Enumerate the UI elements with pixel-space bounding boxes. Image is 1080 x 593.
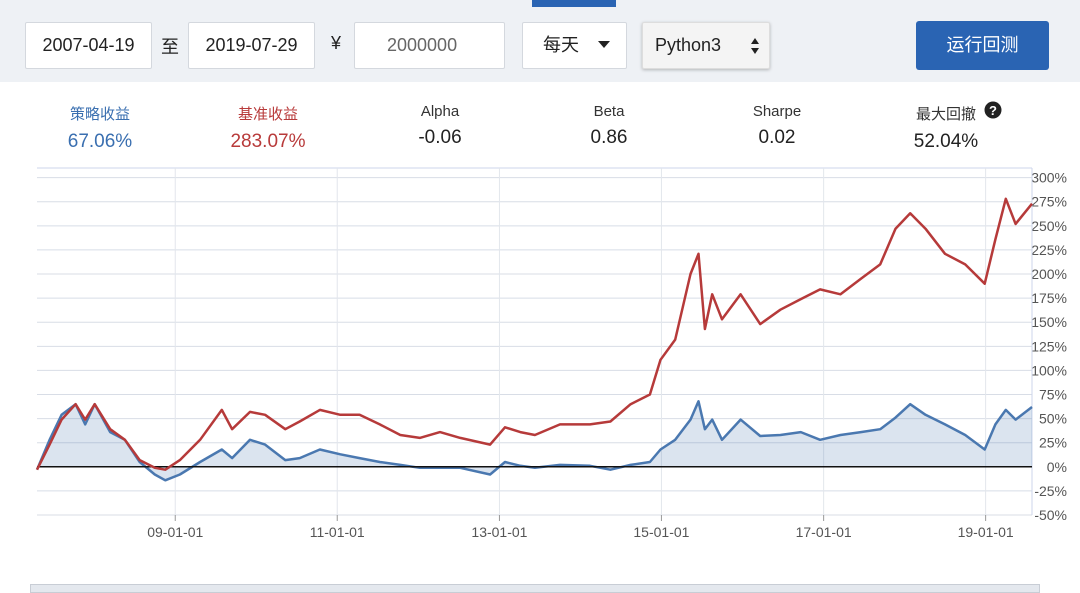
stat: 最大回撤 52.04%? (866, 101, 1026, 153)
series-line (35, 400, 1033, 482)
stat-label: Alpha (420, 103, 460, 120)
x-tick-label: 13-01-01 (471, 524, 527, 540)
y-tick-label: -50% (1034, 507, 1067, 523)
x-tick-label: 15-01-01 (633, 524, 689, 540)
stat-label: Beta (593, 103, 625, 120)
series-line (35, 197, 1033, 471)
y-tick-label: 0% (1047, 459, 1067, 475)
y-tick-label: 200% (1031, 266, 1067, 282)
svg-text:?: ? (989, 103, 997, 118)
stat-value: -0.06 (418, 127, 462, 148)
dropdown-arrow (598, 41, 610, 48)
stat: Beta 0.86 (529, 103, 689, 149)
y-tick-label: 50% (1039, 411, 1067, 427)
stat: 基准收益 283.07% (188, 103, 348, 153)
run-button[interactable]: 运行回测 (916, 21, 1049, 70)
to-label: 至 (161, 37, 179, 57)
end-date-input[interactable]: 2019-07-29 (188, 22, 315, 69)
chart: -50% -25% 0% 25% 50% 75% 100% 125% 150% 175% 200% 2… (35, 167, 1067, 540)
frequency-text: 每天 (543, 35, 579, 55)
stat-label: 基准收益 (237, 106, 298, 123)
stat-value: 0.02 (758, 127, 796, 148)
stat-value: 52.04% (913, 131, 979, 152)
stat: Alpha -0.06 (360, 103, 520, 149)
x-tick-label: 19-01-01 (958, 524, 1014, 540)
stat-label: 最大回撤 (915, 106, 976, 123)
capital-input[interactable]: 2000000 (354, 22, 505, 69)
stat-value: 0.86 (590, 127, 628, 148)
active-tab (532, 0, 616, 7)
toolbar: 2007-04-19 至 2019-07-29 ¥ 2000000 每天 Pyt… (0, 0, 1080, 82)
start-date-input[interactable]: 2007-04-19 (25, 22, 152, 69)
y-tick-label: 150% (1031, 314, 1067, 330)
stat-value: 67.06% (67, 131, 133, 152)
currency-label: ¥ (331, 33, 342, 53)
stat-label: 策略收益 (69, 106, 130, 123)
help-icon[interactable]: ? (984, 101, 1002, 119)
x-tick-label: 17-01-01 (796, 524, 852, 540)
y-tick-label: 225% (1031, 242, 1067, 258)
navigator-scrollbar[interactable] (30, 584, 1040, 593)
y-tick-label: 75% (1039, 387, 1067, 403)
stat: 策略收益 67.06% (20, 103, 180, 153)
stat: Sharpe 0.02 (697, 103, 857, 149)
y-tick-label: -25% (1034, 483, 1067, 499)
y-tick-label: 300% (1031, 170, 1067, 186)
language-select[interactable]: Python3 (642, 22, 770, 69)
y-tick-label: 100% (1031, 362, 1067, 378)
language-text: Python3 (655, 35, 722, 55)
y-tick-label: 175% (1031, 290, 1067, 306)
y-tick-label: 25% (1039, 435, 1067, 451)
stat-label: Sharpe (752, 103, 802, 120)
stat-value: 283.07% (230, 131, 306, 152)
x-tick-label: 09-01-01 (147, 524, 203, 540)
frequency-select[interactable]: 每天 (522, 22, 627, 69)
y-tick-label: 250% (1031, 218, 1067, 234)
select-arrows (751, 38, 759, 54)
x-tick-label: 11-01-01 (310, 524, 365, 540)
y-tick-label: 275% (1031, 194, 1067, 210)
y-tick-label: 125% (1031, 338, 1067, 354)
